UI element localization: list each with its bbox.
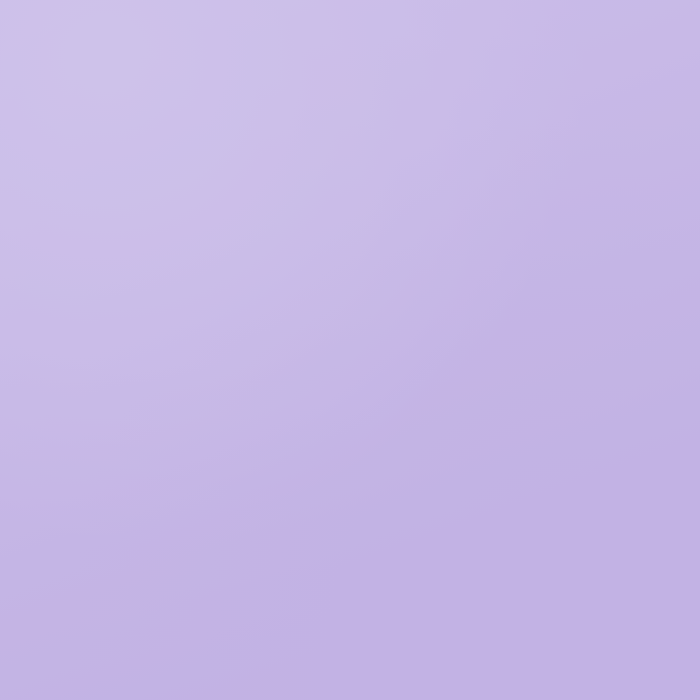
testimonial-collage [0,0,700,700]
